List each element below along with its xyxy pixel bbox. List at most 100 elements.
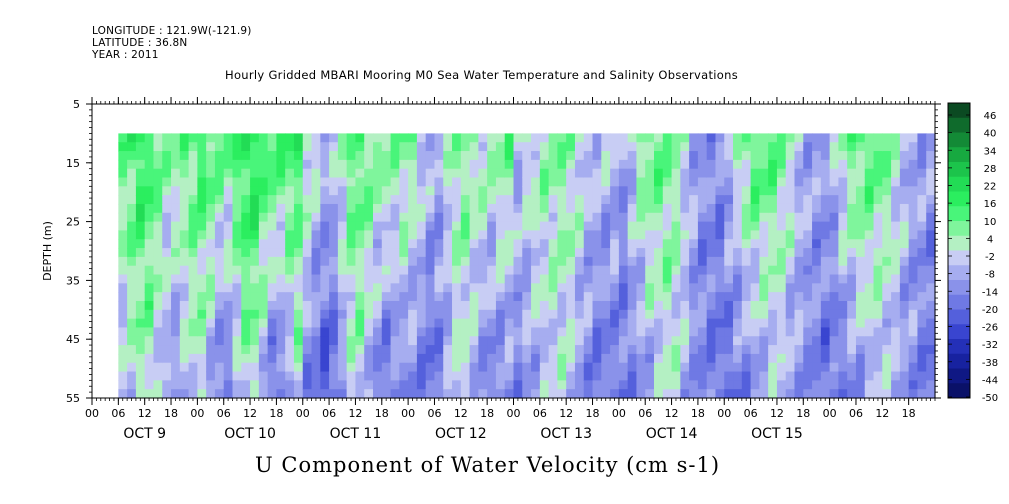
heatmap-cell: [882, 212, 892, 223]
heatmap-cell: [715, 265, 725, 276]
heatmap-cell: [495, 133, 506, 143]
heatmap-cell: [311, 195, 321, 205]
heatmap-cell: [654, 248, 664, 258]
heatmap-cell: [812, 230, 822, 240]
heatmap-cell: [416, 274, 427, 284]
heatmap-cell: [171, 300, 181, 311]
heatmap-cell: [574, 283, 585, 293]
heatmap-cell: [917, 318, 927, 329]
heatmap-cell: [373, 142, 383, 152]
heatmap-cell: [381, 309, 392, 320]
heatmap-cell: [258, 133, 269, 143]
heatmap-cell: [733, 292, 743, 302]
heatmap-cell: [750, 336, 760, 346]
colorbar-band: [948, 176, 970, 192]
heatmap-cell: [548, 380, 559, 390]
heatmap-cell: [583, 292, 594, 302]
heatmap-cell: [803, 221, 813, 232]
heatmap-cell: [654, 195, 664, 205]
heatmap-cell: [118, 221, 128, 232]
heatmap-cell: [135, 283, 146, 293]
heatmap-cell: [223, 221, 234, 232]
heatmap-cell: [276, 142, 286, 152]
heatmap-cell: [469, 203, 479, 214]
heatmap-cell: [785, 265, 796, 276]
heatmap-cell: [346, 353, 357, 364]
heatmap-cell: [794, 230, 804, 240]
heatmap-cell: [258, 336, 269, 346]
heatmap-cell: [241, 283, 251, 293]
heatmap-cell: [434, 239, 444, 249]
heatmap-cell: [127, 345, 137, 355]
heatmap-cell: [610, 336, 620, 346]
heatmap-cell: [539, 318, 550, 329]
heatmap-cell: [320, 380, 330, 390]
heatmap-cell: [838, 274, 848, 284]
heatmap-cell: [258, 265, 269, 276]
heatmap-cell: [697, 336, 708, 346]
heatmap-cell: [276, 177, 286, 187]
colorbar-band: [948, 250, 970, 266]
heatmap-cell: [636, 265, 646, 276]
heatmap-cell: [768, 380, 778, 390]
heatmap-cell: [241, 248, 251, 258]
heatmap-cell: [610, 353, 620, 364]
heatmap-cell: [162, 309, 172, 320]
heatmap-cell: [618, 309, 629, 320]
heatmap-cell: [241, 256, 251, 267]
heatmap-cell: [135, 230, 146, 240]
heatmap-cell: [443, 292, 453, 302]
heatmap-cell: [601, 380, 611, 390]
heatmap-cell: [627, 142, 638, 152]
heatmap-cell: [733, 142, 743, 152]
heatmap-cell: [768, 371, 778, 381]
heatmap-cell: [504, 133, 515, 143]
heatmap-cell: [917, 362, 927, 373]
heatmap-cell: [329, 274, 339, 284]
heatmap-cell: [416, 345, 427, 355]
heatmap-cell: [373, 292, 383, 302]
heatmap-cell: [847, 159, 857, 170]
heatmap-cell: [697, 203, 708, 214]
heatmap-cell: [232, 389, 242, 399]
heatmap-cell: [882, 230, 892, 240]
heatmap-cell: [232, 239, 242, 249]
heatmap-cell: [750, 168, 760, 179]
heatmap-cell: [750, 203, 760, 214]
heatmap-cell: [812, 318, 822, 329]
heatmap-cell: [320, 248, 330, 258]
heatmap-cell: [557, 221, 567, 232]
heatmap-cell: [408, 353, 418, 364]
heatmap-cell: [812, 336, 822, 346]
x-tick-label: 18: [586, 407, 600, 420]
heatmap-cell: [162, 353, 172, 364]
heatmap-cell: [882, 186, 892, 196]
heatmap-cell: [706, 371, 717, 381]
heatmap-cell: [531, 362, 541, 373]
heatmap-cell: [495, 274, 506, 284]
heatmap-cell: [373, 239, 383, 249]
heatmap-cell: [618, 327, 629, 337]
heatmap-cell: [285, 345, 295, 355]
heatmap-cell: [214, 336, 225, 346]
heatmap-cell: [144, 168, 155, 179]
heatmap-cell: [425, 318, 436, 329]
heatmap-cell: [776, 212, 787, 223]
heatmap-cell: [522, 371, 532, 381]
heatmap-cell: [715, 389, 725, 399]
heatmap-cell: [443, 168, 453, 179]
heatmap-cell: [223, 345, 234, 355]
heatmap-cell: [750, 380, 760, 390]
heatmap-cell: [750, 327, 760, 337]
heatmap-cell: [434, 151, 444, 161]
heatmap-cell: [276, 327, 286, 337]
heatmap-cell: [838, 159, 848, 170]
heatmap-cell: [829, 318, 840, 329]
heatmap-cell: [346, 212, 357, 223]
heatmap-cell: [671, 336, 681, 346]
heatmap-cell: [689, 353, 699, 364]
heatmap-cell: [188, 142, 198, 152]
heatmap-cell: [873, 362, 883, 373]
heatmap-cell: [443, 142, 453, 152]
heatmap-cell: [917, 274, 927, 284]
